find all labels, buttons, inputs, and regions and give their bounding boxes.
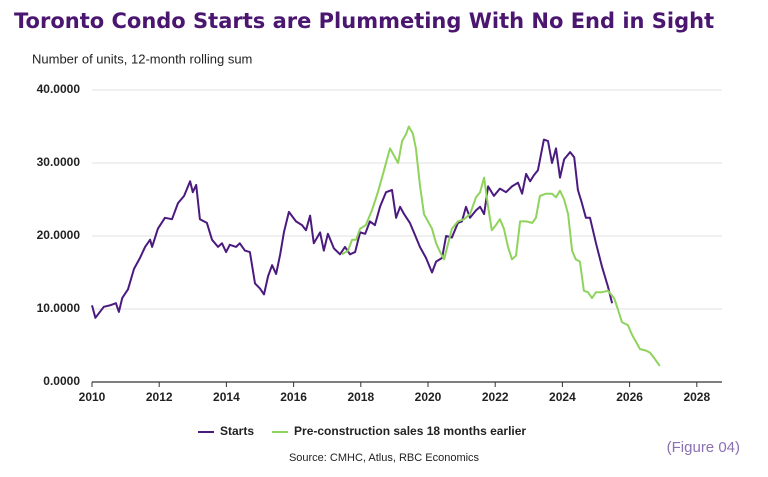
y-tick-label: 0.0000 xyxy=(43,374,80,388)
chart-subtitle: Number of units, 12-month rolling sum xyxy=(32,51,252,66)
y-tick-label: 30.0000 xyxy=(37,155,81,169)
legend-label: Pre-construction sales 18 months earlier xyxy=(294,424,526,438)
x-tick-label: 2012 xyxy=(146,390,173,404)
legend-label: Starts xyxy=(220,424,254,438)
x-tick-label: 2014 xyxy=(213,390,240,404)
y-tick-label: 10.0000 xyxy=(37,301,81,315)
x-tick-label: 2018 xyxy=(347,390,374,404)
x-tick-label: 2028 xyxy=(683,390,710,404)
y-tick-label: 20.0000 xyxy=(37,228,81,242)
series-line xyxy=(91,138,614,319)
x-tick-label: 2024 xyxy=(549,390,576,404)
figure-label: (Figure 04) xyxy=(667,439,740,456)
source: Source: CMHC, Atlus, RBC Economics xyxy=(289,452,480,464)
x-tick-label: 2022 xyxy=(482,390,509,404)
chart-title: Toronto Condo Starts are Plummeting With… xyxy=(14,9,714,33)
x-tick-label: 2010 xyxy=(79,390,106,404)
series-line xyxy=(341,125,661,367)
x-tick-label: 2026 xyxy=(616,390,643,404)
y-tick-label: 40.0000 xyxy=(37,82,81,96)
x-tick-label: 2016 xyxy=(280,390,307,404)
x-tick-label: 2020 xyxy=(415,390,442,404)
